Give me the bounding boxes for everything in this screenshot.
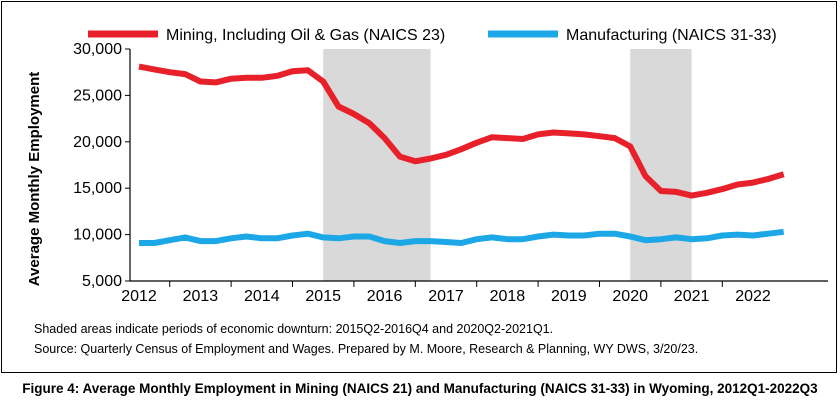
chart-frame [1, 1, 837, 373]
x-tick-label: 2016 [367, 288, 403, 305]
series-line-manufacturing [139, 228, 785, 246]
x-tick-label: 2021 [674, 288, 710, 305]
y-axis-label: Average Monthly Employment [26, 72, 43, 286]
x-tick-label: 2015 [305, 288, 341, 305]
y-tick-label: 25,000 [73, 87, 122, 104]
recession-shade-1 [323, 49, 431, 281]
series-line-mining [138, 63, 785, 199]
y-tick-label: 30,000 [73, 41, 122, 58]
legend-label-manufacturing: Manufacturing (NAICS 31-33) [566, 27, 777, 44]
y-tick-label: 5,000 [82, 273, 122, 290]
y-tick-label: 10,000 [73, 227, 122, 244]
y-tick-label: 20,000 [73, 134, 122, 151]
x-tick-label: 2018 [490, 288, 526, 305]
source-note: Source: Quarterly Census of Employment a… [34, 342, 699, 356]
x-tick-label: 2020 [612, 288, 648, 305]
x-tick-label: 2012 [121, 288, 157, 305]
y-tick-label: 15,000 [73, 180, 122, 197]
x-tick-label: 2017 [428, 288, 464, 305]
x-tick-label: 2022 [735, 288, 771, 305]
x-tick-label: 2019 [551, 288, 587, 305]
legend-label-mining: Mining, Including Oil & Gas (NAICS 23) [166, 27, 445, 44]
figure-caption: Figure 4: Average Monthly Employment in … [22, 381, 818, 396]
shading-note: Shaded areas indicate periods of economi… [34, 322, 554, 336]
x-tick-label: 2013 [183, 288, 219, 305]
x-tick-label: 2014 [244, 288, 280, 305]
